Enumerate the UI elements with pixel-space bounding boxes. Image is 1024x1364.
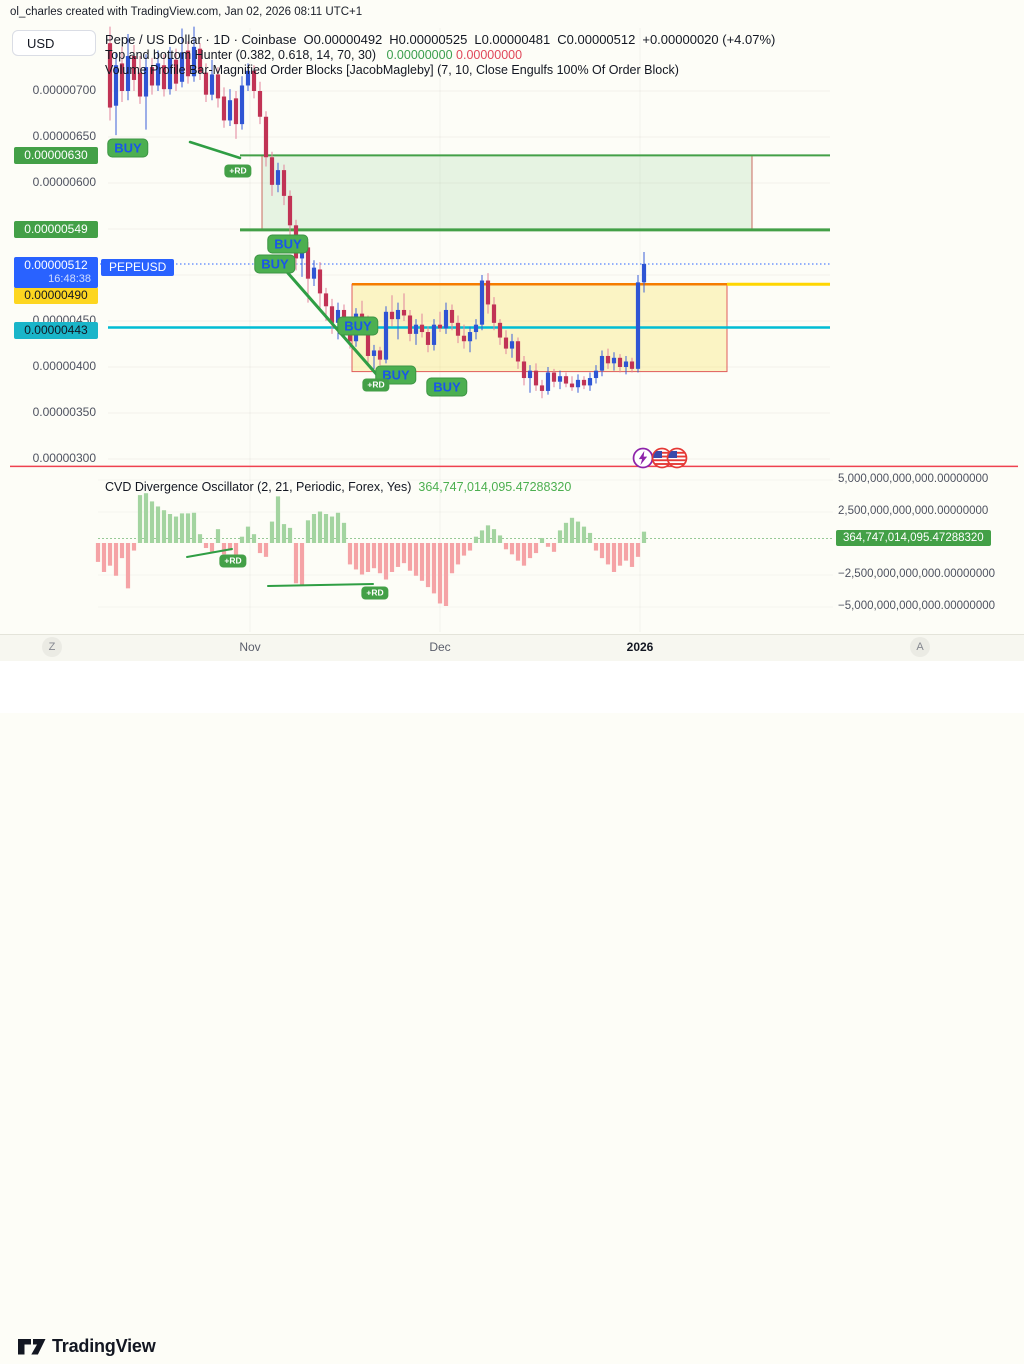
countdown-timer: 16:48:38	[48, 273, 91, 285]
tradingview-logo-icon[interactable]	[17, 1335, 47, 1364]
price-axis-label: 0.00000350	[32, 405, 96, 419]
us-flag-icon	[666, 447, 688, 469]
price-axis-label: 0.00000600	[32, 175, 96, 189]
ohlc-open: O0.00000492	[303, 32, 383, 47]
us-flag-event-icon[interactable]	[666, 447, 688, 469]
currency-button[interactable]: USD	[12, 30, 96, 56]
buy-signal-marker[interactable]: BUY	[426, 377, 468, 397]
oscillator-axis-label: −2,500,000,000,000.00000000	[838, 568, 996, 580]
current-price: 0.00000512	[24, 258, 88, 272]
rd-divergence-marker[interactable]: +RD	[361, 586, 389, 600]
buy-signal-marker[interactable]: BUY	[337, 316, 379, 336]
time-axis-item-a[interactable]: A	[910, 637, 930, 657]
price-axis-label: 0.00000300	[32, 451, 96, 465]
symbol-legend-row[interactable]: Pepe / US Dollar · 1D · Coinbase O0.00000…	[105, 32, 775, 48]
oscillator-legend[interactable]: CVD Divergence Oscillator (2, 21, Period…	[105, 480, 571, 494]
ohlc-low: L0.00000481	[474, 32, 551, 47]
ohlc-change: +0.00000020 (+4.07%)	[642, 32, 776, 47]
chart-canvas[interactable]	[0, 0, 1024, 713]
cvd-oscillator-bars	[95, 493, 647, 606]
oscillator-axis-label: 2,500,000,000,000.00000000	[838, 505, 989, 517]
oscillator-value-badge: 364,747,014,095.47288320	[836, 530, 991, 546]
indicator-legend-volume-profile[interactable]: Volume Profile Bar-Magnified Order Block…	[105, 63, 775, 79]
price-axis-badge: 0.00000443	[14, 322, 98, 339]
ohlc-close: C0.00000512	[557, 32, 636, 47]
oscillator-name: CVD Divergence Oscillator (2, 21, Period…	[105, 480, 412, 494]
time-axis-item-2026: 2026	[626, 640, 654, 654]
price-axis-badge: 0.00000490	[14, 287, 98, 304]
indicator-volume-profile-name: Volume Profile Bar-Magnified Order Block…	[105, 63, 679, 77]
time-axis-item-z[interactable]: Z	[42, 637, 62, 657]
rd-divergence-marker[interactable]: +RD	[224, 164, 252, 178]
grid	[98, 28, 833, 632]
buy-signal-marker[interactable]: BUY	[254, 254, 296, 274]
chart-legend: Pepe / US Dollar · 1D · Coinbase O0.00000…	[105, 32, 775, 79]
oscillator-value: 364,747,014,095.47288320	[418, 480, 572, 494]
price-axis-badge: 0.00000630	[14, 147, 98, 164]
ohlc-high: H0.00000525	[389, 32, 468, 47]
time-axis-item-nov: Nov	[239, 640, 261, 654]
time-axis[interactable]	[0, 634, 1024, 662]
indicator-hunter-value-green: 0.00000000	[386, 47, 453, 62]
attribution-text: ol_charles created with TradingView.com,…	[10, 6, 363, 18]
trendlines[interactable]	[186, 140, 380, 587]
footer: TradingView	[0, 661, 1024, 1356]
price-axis-label: 0.00000700	[32, 83, 96, 97]
buy-signal-marker[interactable]: BUY	[107, 138, 149, 158]
price-axis-badge: 0.00000549	[14, 221, 98, 238]
current-price-badge: 0.00000512 16:48:38	[14, 257, 98, 288]
price-axis-label: 0.00000650	[32, 129, 96, 143]
symbol-price-tag: PEPEUSD	[101, 259, 175, 276]
indicator-legend-hunter[interactable]: Top and bottom Hunter (0.382, 0.618, 14,…	[105, 48, 775, 64]
symbol-title: Pepe / US Dollar · 1D · Coinbase	[105, 32, 297, 47]
tradingview-brand-text[interactable]: TradingView	[52, 1336, 156, 1356]
indicator-hunter-name: Top and bottom Hunter (0.382, 0.618, 14,…	[105, 47, 377, 62]
price-level-lines[interactable]	[10, 154, 1018, 468]
buy-signal-marker[interactable]: BUY	[267, 234, 309, 254]
indicator-hunter-value-red: 0.00000000	[456, 47, 523, 62]
price-axis-label: 0.00000400	[32, 359, 96, 373]
oscillator-axis-label: −5,000,000,000,000.00000000	[838, 600, 996, 612]
rd-divergence-marker[interactable]: +RD	[362, 378, 390, 392]
oscillator-axis-label: 5,000,000,000,000.00000000	[838, 473, 989, 485]
rd-divergence-marker[interactable]: +RD	[219, 554, 247, 568]
time-axis-item-dec: Dec	[429, 640, 451, 654]
